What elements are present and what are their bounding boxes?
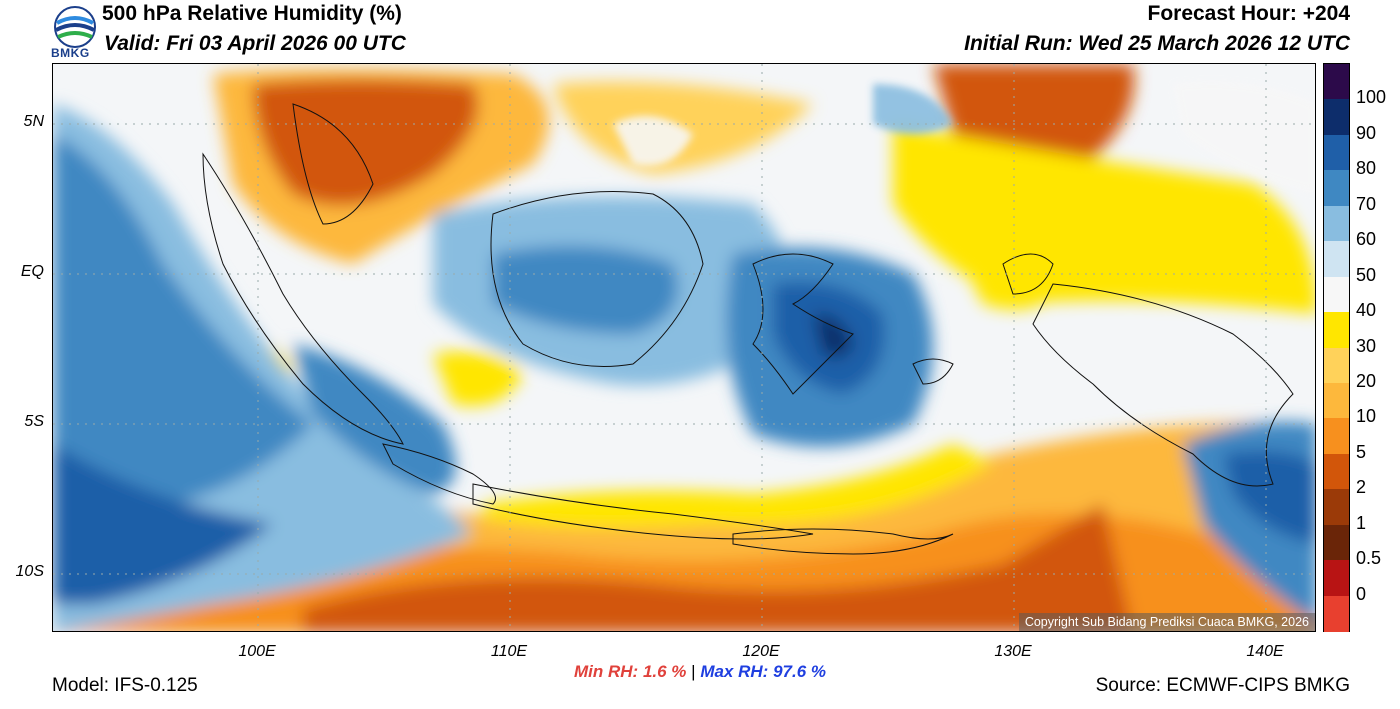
initial-run: Initial Run: Wed 25 March 2026 12 UTC [964,32,1350,55]
lat-label-10s: 10S [15,563,44,580]
colorbar-swatch [1324,99,1349,136]
colorbar-label: 80 [1356,158,1377,179]
valid-time: Valid: Fri 03 April 2026 00 UTC [104,32,406,55]
humidity-field [53,64,1315,631]
lon-label-110e: 110E [490,643,528,660]
colorbar-swatch [1324,276,1349,313]
colorbar-swatch [1324,134,1349,171]
lon-label-100e: 100E [238,643,276,660]
colorbar-label: 5 [1356,441,1367,462]
colorbar-swatch [1324,347,1349,384]
model-info: Model: IFS-0.125 [52,675,198,696]
max-rh-label: Max RH: [700,662,769,681]
source-info: Source: ECMWF-CIPS BMKG [1095,675,1350,696]
graticule [53,64,1315,631]
colorbar-label: 2 [1356,477,1367,498]
colorbar-label: 70 [1356,193,1377,214]
colorbar [1323,63,1350,632]
forecast-hour: Forecast Hour: +204 [1147,2,1351,25]
colorbar-swatch [1324,312,1349,348]
min-rh-label: Min RH: [573,662,639,681]
lon-label-130e: 130E [994,643,1032,660]
colorbar-label: 0 [1356,583,1367,604]
lat-label-eq: EQ [20,263,44,280]
colorbar-swatch [1324,595,1349,632]
colorbar-swatch [1324,170,1349,207]
colorbar-label: 0.5 [1356,548,1382,569]
colorbar-swatch [1324,489,1349,526]
min-rh-value: 1.6 % [642,662,687,681]
chart-title: 500 hPa Relative Humidity (%) [102,2,402,25]
colorbar-swatch [1324,524,1349,561]
colorbar-swatch [1324,64,1349,100]
colorbar-swatch [1324,418,1349,455]
colorbar-swatch [1324,382,1349,419]
colorbar-swatch [1324,241,1349,278]
lon-label-140e: 140E [1246,643,1284,660]
logo-text: BMKG [51,46,90,60]
colorbar-label: 60 [1356,229,1377,250]
humidity-map[interactable]: Copyright Sub Bidang Prediksi Cuaca BMKG… [52,63,1316,632]
lat-label-5s: 5S [24,413,44,430]
coastlines [202,103,1294,555]
colorbar-label: 30 [1356,335,1377,356]
max-rh-value: 97.6 % [773,662,826,681]
colorbar-label: 10 [1356,406,1377,427]
bmkg-logo [54,6,96,48]
lat-label-5n: 5N [23,113,44,130]
colorbar-label: 40 [1356,300,1377,321]
colorbar-label: 20 [1356,370,1377,391]
colorbar-label: 50 [1356,264,1377,285]
copyright-note: Copyright Sub Bidang Prediksi Cuaca BMKG… [1018,613,1315,631]
colorbar-label: 90 [1356,122,1377,143]
lon-label-120e: 120E [742,643,780,660]
stats-separator: | [691,662,696,681]
colorbar-swatch [1324,560,1349,597]
colorbar-label: 1 [1356,512,1367,533]
colorbar-swatch [1324,205,1349,242]
rh-stats: Min RH: 1.6 % | Max RH: 97.6 % [0,662,1400,682]
colorbar-swatch [1324,453,1349,490]
colorbar-label: 100 [1356,87,1387,108]
